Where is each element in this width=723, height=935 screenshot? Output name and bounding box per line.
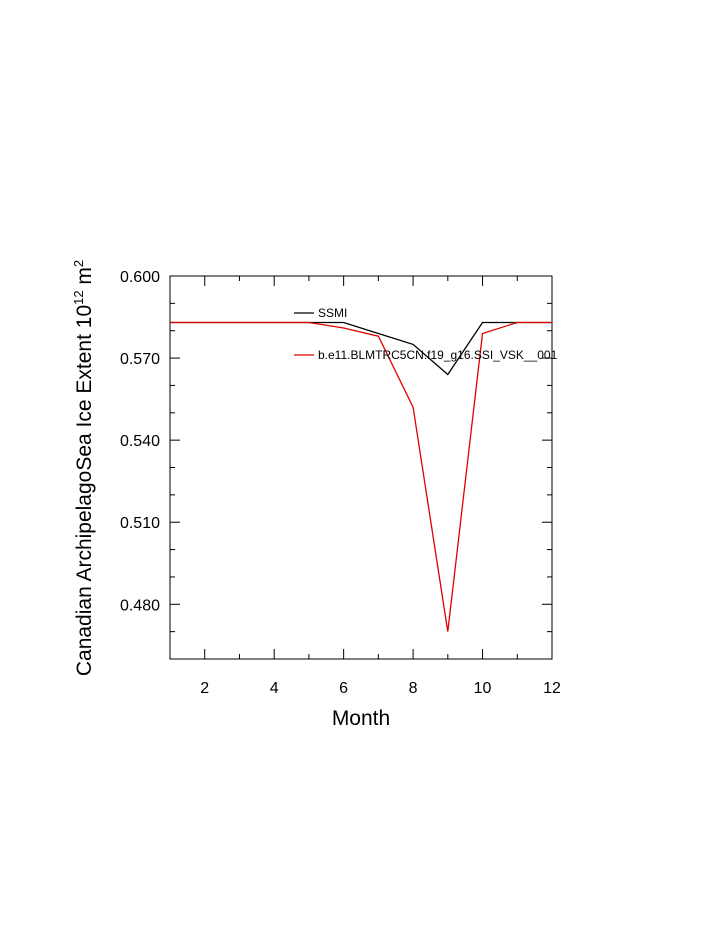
x-tick-label: 4 — [270, 680, 279, 697]
series-lines — [170, 321, 552, 632]
y-axis-title-unit-exponent: 2 — [71, 260, 86, 267]
y-axis-title-main: Canadian ArchipelagoSea Ice Extent 10 — [73, 305, 96, 676]
legend-label-2: b.e11.BLMTRC5CN.f19_g16.SSI_VSK__001 — [318, 348, 558, 362]
y-tick-label: 0.480 — [120, 597, 160, 614]
axis-ticks — [169, 275, 553, 660]
y-axis-title-unit: m — [73, 267, 96, 290]
x-tick-label: 8 — [409, 680, 418, 697]
y-tick-label: 0.540 — [120, 433, 160, 450]
x-tick-label: 6 — [339, 680, 348, 697]
x-tick-label: 10 — [474, 680, 492, 697]
y-tick-label: 0.510 — [120, 515, 160, 532]
series-line-2 — [170, 321, 552, 632]
legend: SSMI b.e11.BLMTRC5CN.f19_g16.SSI_VSK__001 — [294, 306, 558, 362]
y-tick-label: 0.570 — [120, 351, 160, 368]
x-axis-title: Month — [332, 707, 390, 730]
y-axis-title: Canadian ArchipelagoSea Ice Extent 1012 … — [71, 260, 96, 676]
y-axis-title-exponent: 12 — [71, 290, 86, 304]
axis-tick-labels: 2 4 6 8 10 12 0.480 0.510 0.540 0.570 0.600 — [120, 269, 561, 697]
legend-label-1: SSMI — [318, 306, 347, 320]
plot-frame — [169, 275, 553, 660]
y-tick-label: 0.600 — [120, 269, 160, 286]
x-tick-label: 12 — [543, 680, 561, 697]
x-tick-label: 2 — [200, 680, 209, 697]
